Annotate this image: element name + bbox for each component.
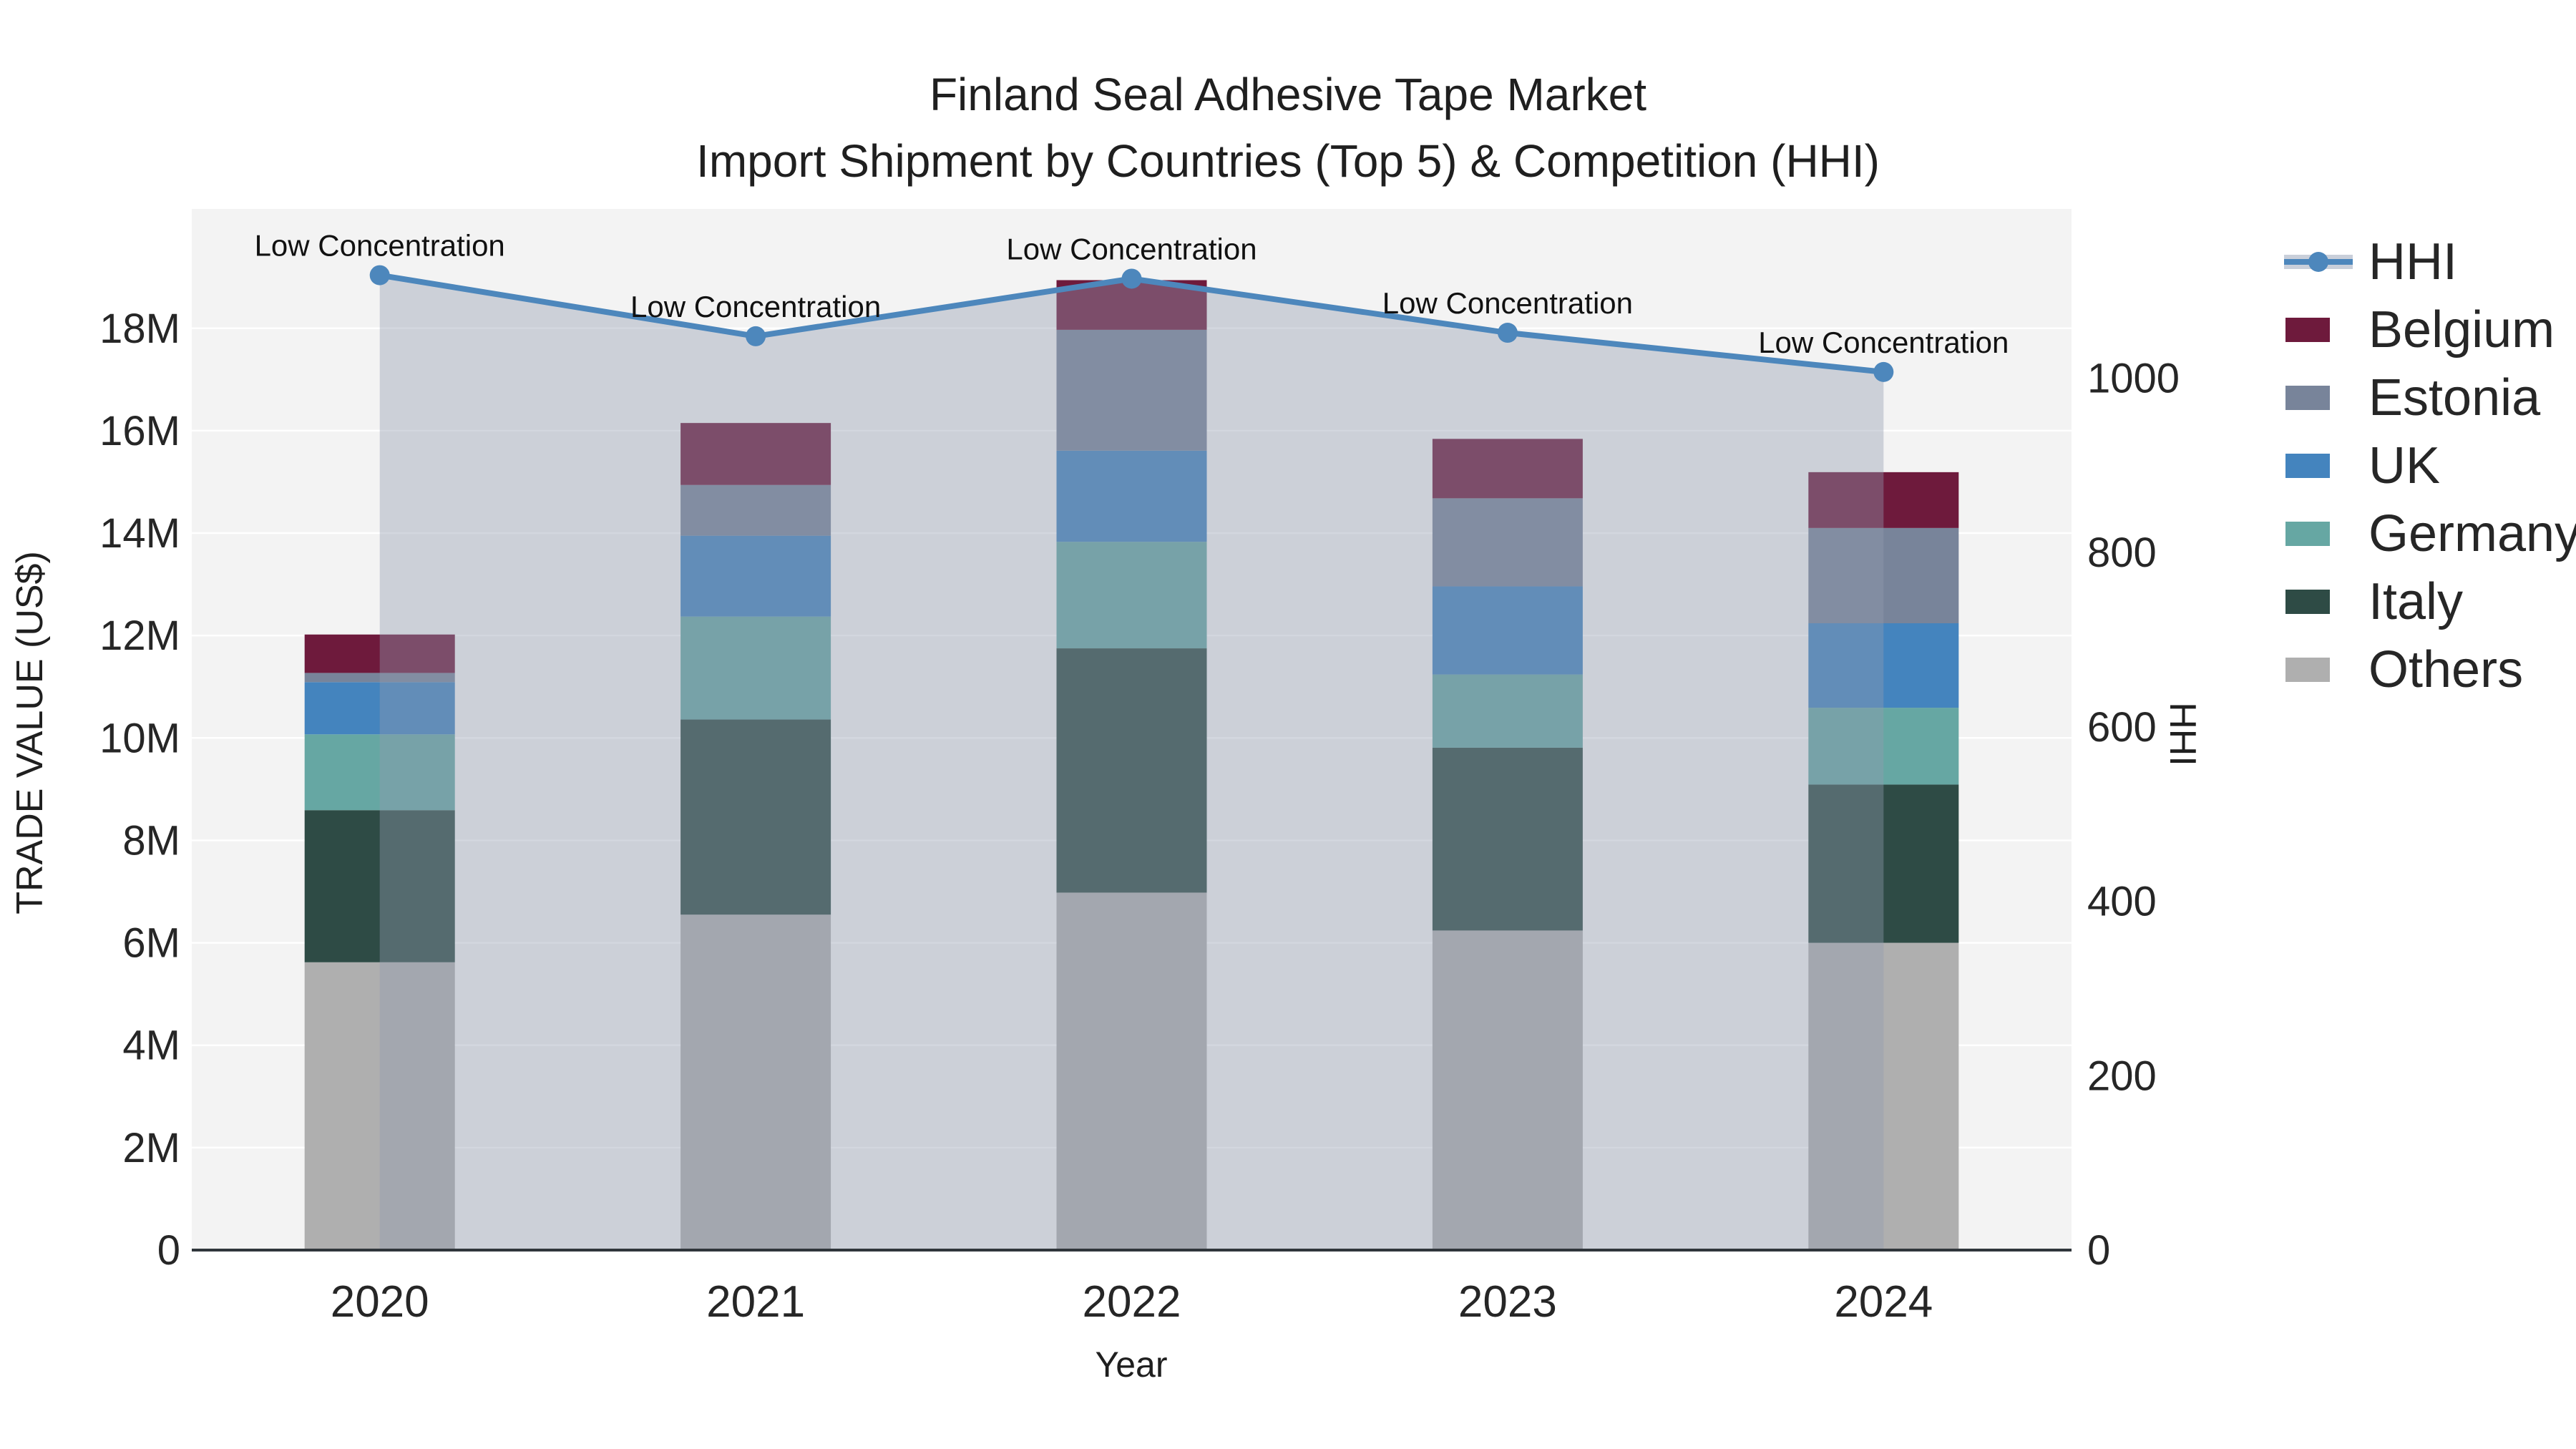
bar-segment-uk-2022 [1056,450,1207,542]
x-tick-label-2024: 2024 [1834,1277,1933,1327]
bar-segment-uk-2021 [680,535,831,617]
x-tick-label-2023: 2023 [1458,1277,1557,1327]
hhi-marker-2021 [746,326,766,346]
bar-segment-germany-2024 [1808,708,1959,785]
annotation-low-concentration: Low Concentration [1758,326,2009,359]
bar-segment-italy-2022 [1056,648,1207,893]
y-left-tick-label: 18M [99,306,180,352]
y-right-tick-label: 400 [2087,879,2157,925]
y-left-tick-label: 4M [122,1023,180,1069]
annotation-low-concentration: Low Concentration [255,229,505,263]
y-right-tick-label: 0 [2087,1227,2110,1274]
bar-segment-belgium-2020 [304,634,455,673]
bar-segment-others-2023 [1432,930,1583,1250]
y-left-tick-label: 8M [122,817,180,864]
bar-segment-others-2022 [1056,892,1207,1250]
legend-label: Estonia [2368,369,2541,426]
bar-segment-estonia-2023 [1432,498,1583,587]
bar-segment-italy-2024 [1808,784,1959,943]
x-tick-label-2021: 2021 [706,1277,805,1327]
hhi-marker-2024 [1873,361,1894,382]
bar-segment-others-2024 [1808,942,1959,1250]
bar-segment-italy-2020 [304,810,455,962]
legend-item-italy[interactable]: Italy [2284,567,2576,635]
bar-segment-germany-2020 [304,734,455,811]
bar-segment-germany-2023 [1432,674,1583,748]
legend-label: UK [2368,436,2441,494]
bar-segment-belgium-2024 [1808,472,1959,528]
hhi-marker-2023 [1497,323,1518,343]
legend: HHI Belgium Estonia UK Germany Italy Oth… [2284,228,2576,703]
annotation-low-concentration: Low Concentration [630,290,881,323]
legend-item-belgium[interactable]: Belgium [2284,296,2576,364]
legend-label: HHI [2368,233,2457,291]
bar-segment-uk-2023 [1432,586,1583,675]
hhi-area-fill [379,275,1884,1251]
legend-item-hhi[interactable]: HHI [2284,228,2576,296]
hhi-marker-2022 [1121,268,1142,289]
bar-segment-estonia-2021 [680,484,831,536]
uk-swatch-icon [2285,453,2330,478]
legend-label: Belgium [2368,301,2555,358]
y-right-tick-label: 200 [2087,1053,2157,1099]
bar-segment-others-2020 [304,962,455,1250]
y-left-tick-label: 10M [99,715,180,761]
y-left-tick-label: 16M [99,408,180,454]
y-right-tick-label: 1000 [2087,355,2180,401]
y-right-tick-label: 800 [2087,530,2157,576]
legend-label: Germany [2368,504,2576,562]
y-left-tick-label: 0 [157,1227,180,1274]
hhi-marker-2020 [369,265,390,286]
chart-title-line1: Finland Seal Adhesive Tape Market [929,69,1647,120]
y-left-tick-label: 12M [99,613,180,659]
y-left-tick-label: 6M [122,920,180,967]
x-tick-label-2022: 2022 [1083,1277,1181,1327]
estonia-swatch-icon [2285,385,2330,410]
legend-item-estonia[interactable]: Estonia [2284,364,2576,431]
x-axis-title-year: Year [1095,1345,1168,1385]
legend-item-germany[interactable]: Germany [2284,499,2576,567]
bar-segment-others-2021 [680,914,831,1250]
y-axis-title-trade-value: TRADE VALUE (US$) [9,551,51,914]
bar-segment-italy-2021 [680,719,831,915]
others-swatch-icon [2285,657,2330,682]
bar-segment-estonia-2020 [304,673,455,683]
annotation-low-concentration: Low Concentration [1382,286,1633,320]
y-left-tick-label: 14M [99,510,180,557]
bar-segment-belgium-2021 [680,423,831,485]
germany-swatch-icon [2285,521,2330,546]
y-left-tick-label: 2M [122,1125,180,1171]
y2-axis-title-hhi: HHI [2162,702,2203,766]
legend-label: Others [2368,640,2524,698]
bar-segment-estonia-2024 [1808,527,1959,623]
bar-segment-italy-2023 [1432,747,1583,931]
bar-segment-belgium-2023 [1432,439,1583,499]
bar-segment-uk-2024 [1808,623,1959,708]
y-right-tick-label: 600 [2087,704,2157,751]
italy-swatch-icon [2285,589,2330,614]
x-tick-label-2020: 2020 [331,1277,429,1327]
legend-item-uk[interactable]: UK [2284,431,2576,499]
bar-segment-germany-2021 [680,616,831,720]
belgium-swatch-icon [2285,317,2330,342]
legend-item-others[interactable]: Others [2284,635,2576,703]
bar-segment-uk-2020 [304,682,455,735]
bar-segment-germany-2022 [1056,542,1207,649]
annotation-low-concentration: Low Concentration [1006,232,1257,265]
legend-label: Italy [2368,572,2464,630]
bar-segment-estonia-2022 [1056,329,1207,451]
chart-title-line2: Import Shipment by Countries (Top 5) & C… [696,135,1880,187]
chart-title: Finland Seal Adhesive Tape Market Import… [0,62,2576,195]
hhi-line-marker-icon [2284,248,2353,276]
